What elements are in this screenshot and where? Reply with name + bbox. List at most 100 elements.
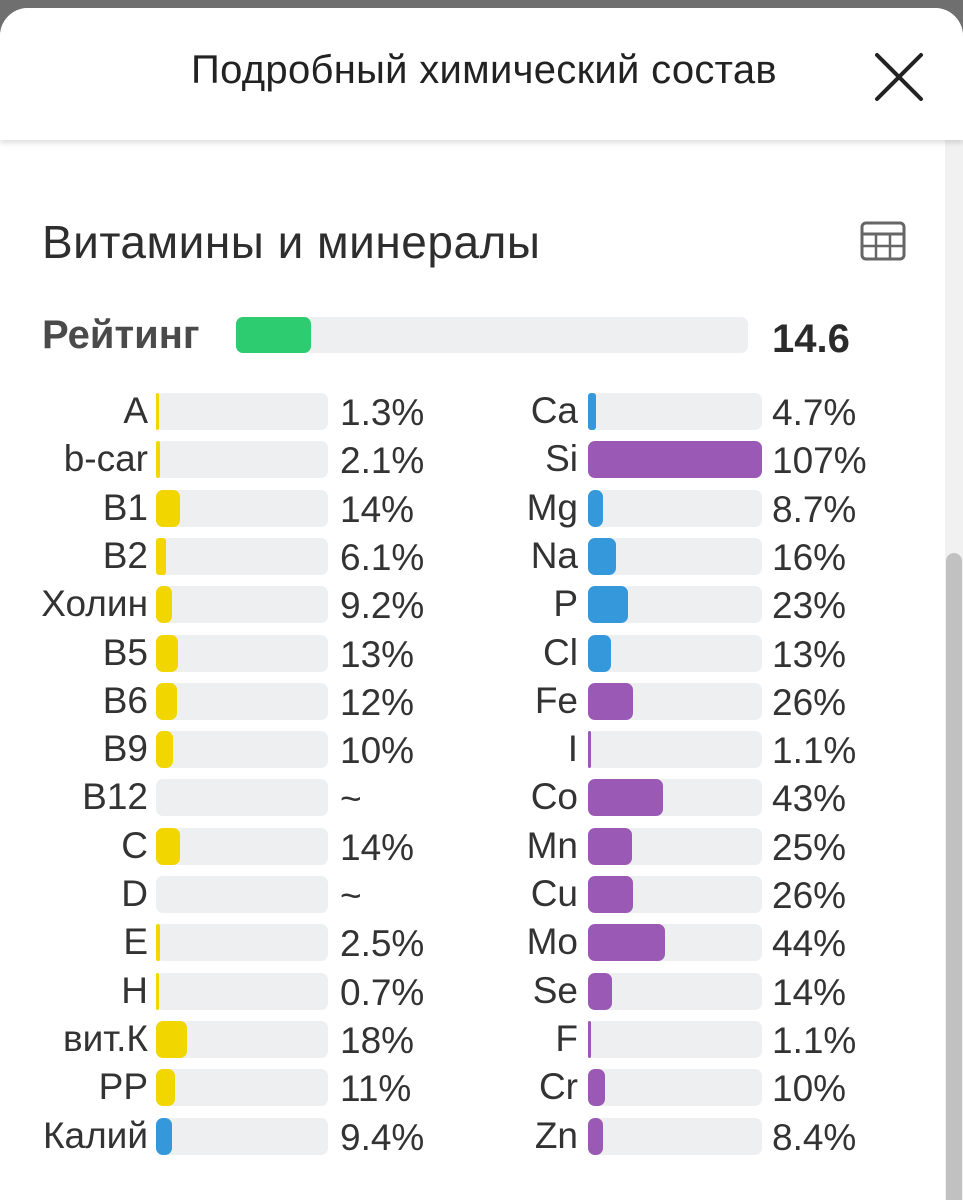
mineral-label-si: Si: [545, 438, 578, 479]
mineral-value-zn: 8.4%: [772, 1117, 857, 1158]
nutrient-details-sheet: Подробный химический состав Витамины и м…: [0, 8, 963, 1200]
vitamin-value-вит-к: 18%: [340, 1020, 415, 1061]
mineral-bar-zn: [588, 1118, 762, 1155]
vitamin-bar-fill-холин: [156, 586, 172, 623]
mineral-bar-fill-ca: [588, 393, 597, 430]
vitamin-bar-fill-калий: [156, 1118, 173, 1155]
mineral-label-se: Se: [532, 970, 578, 1011]
vitamin-value-b-car: 2.1%: [340, 440, 425, 481]
mineral-label-co: Co: [530, 776, 578, 817]
vitamin-bar-c: [156, 828, 328, 865]
vitamin-label-b1: B1: [102, 487, 148, 528]
mineral-bar-fill-fe: [588, 683, 634, 720]
vitamin-value-холин: 9.2%: [340, 585, 425, 626]
mineral-value-co: 43%: [772, 778, 847, 819]
close-button[interactable]: [872, 50, 926, 104]
vitamin-bar-fill-b5: [156, 635, 179, 672]
mineral-value-na: 16%: [772, 537, 847, 578]
mineral-bar-mg: [588, 490, 762, 527]
mineral-value-ca: 4.7%: [772, 392, 857, 433]
vitamin-bar-fill-pp: [156, 1069, 175, 1106]
mineral-bar-fill-mo: [588, 924, 665, 961]
vitamin-value-b9: 10%: [340, 730, 415, 771]
mineral-bar-fill-na: [588, 538, 616, 575]
vitamin-value-калий: 9.4%: [340, 1117, 425, 1158]
vitamin-value-b12: ~: [340, 778, 362, 819]
vitamin-bar-fill-вит-к: [156, 1021, 187, 1058]
close-icon: [875, 53, 923, 101]
mineral-value-mo: 44%: [772, 923, 847, 964]
mineral-value-cu: 26%: [772, 875, 847, 916]
vitamin-label-b12: B12: [82, 776, 148, 817]
mineral-value-mg: 8.7%: [772, 489, 857, 530]
rating-bar: [236, 317, 748, 353]
vitamin-label-pp: PP: [98, 1066, 148, 1107]
mineral-value-f: 1.1%: [772, 1020, 857, 1061]
vitamin-label-калий: Калий: [42, 1115, 148, 1156]
rating-label: Рейтинг: [42, 313, 200, 357]
rating-value: 14.6: [772, 317, 850, 361]
mineral-bar-fill-zn: [588, 1118, 603, 1155]
section-title: Витамины и минералы: [42, 216, 541, 268]
table-view-button[interactable]: [860, 221, 906, 261]
mineral-bar-fill-se: [588, 973, 613, 1010]
vitamin-bar-e: [156, 924, 328, 961]
mineral-bar-fill-mn: [588, 828, 632, 865]
vitamin-value-b2: 6.1%: [340, 537, 425, 578]
vitamin-bar-fill-e: [156, 924, 161, 961]
vitamin-label-h: H: [121, 970, 148, 1011]
mineral-bar-fill-si: [588, 441, 762, 478]
mineral-bar-na: [588, 538, 762, 575]
vitamin-bar-вит-к: [156, 1021, 328, 1058]
mineral-label-i: I: [567, 728, 578, 769]
vitamin-bar-b12: [156, 779, 328, 816]
mineral-value-i: 1.1%: [772, 730, 857, 771]
mineral-bar-se: [588, 973, 762, 1010]
mineral-bar-cu: [588, 876, 762, 913]
vitamin-bar-b-car: [156, 441, 328, 478]
mineral-bar-mn: [588, 828, 762, 865]
vitamin-bar-fill-b2: [156, 538, 167, 575]
vitamin-bar-b2: [156, 538, 328, 575]
mineral-value-si: 107%: [772, 440, 867, 481]
mineral-value-cr: 10%: [772, 1068, 847, 1109]
mineral-bar-ca: [588, 393, 762, 430]
mineral-bar-fill-cr: [588, 1069, 606, 1106]
mineral-bar-fill-co: [588, 779, 663, 816]
vitamin-label-вит-к: вит.К: [62, 1018, 148, 1059]
vitamin-label-холин: Холин: [41, 583, 148, 624]
vitamin-bar-h: [156, 973, 328, 1010]
mineral-bar-fill-mg: [588, 490, 604, 527]
vitamin-label-b9: B9: [102, 728, 148, 769]
vitamin-value-b1: 14%: [340, 489, 415, 530]
mineral-bar-si: [588, 441, 762, 478]
vitamin-value-c: 14%: [340, 827, 415, 868]
scrollbar-thumb[interactable]: [946, 553, 962, 1200]
vitamin-bar-fill-b-car: [156, 441, 160, 478]
vitamin-value-b5: 13%: [340, 634, 415, 675]
mineral-label-ca: Ca: [530, 390, 578, 431]
vitamin-label-b2: B2: [102, 535, 148, 576]
mineral-bar-cl: [588, 635, 762, 672]
mineral-bar-cr: [588, 1069, 762, 1106]
vitamin-label-b5: B5: [102, 632, 148, 673]
vitamin-bar-b1: [156, 490, 328, 527]
vitamin-bar-холин: [156, 586, 328, 623]
vitamin-bar-калий: [156, 1118, 328, 1155]
vitamin-bar-a: [156, 393, 328, 430]
mineral-label-mo: Mo: [526, 921, 578, 962]
mineral-label-mn: Mn: [526, 825, 578, 866]
mineral-bar-i: [588, 731, 762, 768]
vitamin-bar-fill-b6: [156, 683, 177, 720]
mineral-label-cr: Cr: [538, 1066, 578, 1107]
vitamin-bar-b5: [156, 635, 328, 672]
mineral-value-p: 23%: [772, 585, 847, 626]
vitamin-bar-b9: [156, 731, 328, 768]
mineral-bar-fe: [588, 683, 762, 720]
vitamin-value-a: 1.3%: [340, 392, 425, 433]
table-icon: [860, 221, 906, 261]
mineral-label-na: Na: [530, 535, 578, 576]
vitamin-bar-fill-b9: [156, 731, 174, 768]
mineral-bar-p: [588, 586, 762, 623]
vitamin-bar-b6: [156, 683, 328, 720]
